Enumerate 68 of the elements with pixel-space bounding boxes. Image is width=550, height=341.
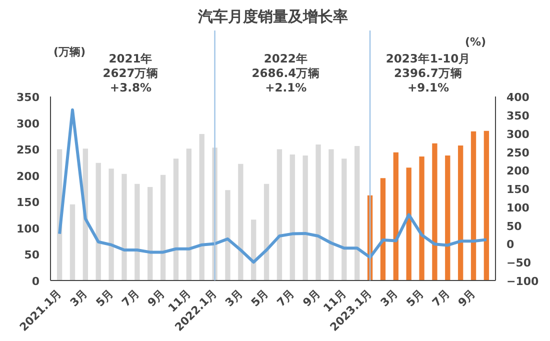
x-tick-label: 5月 [404,286,426,310]
bar [470,131,476,280]
x-tick-label: 9月 [300,286,323,310]
y2-tick-label: 0 [506,238,514,252]
bar [148,187,153,280]
x-tick-label: 9月 [145,286,168,310]
bar [134,184,140,280]
y2-tick-label: 100 [506,201,530,214]
bar [432,143,438,280]
y2-tick-label: 400 [506,91,530,104]
x-tick-label: 7月 [274,286,297,310]
bar [302,156,308,280]
bar [328,149,334,280]
y2-tick-label: 200 [506,164,530,178]
bar [316,144,321,280]
y-tick-label: 0 [32,275,40,288]
y-axis-title: (万辆) [54,46,86,59]
y-tick-label: 350 [16,91,40,104]
bar [160,174,166,280]
x-tick-label: 3月 [378,286,400,310]
y2-tick-label: 150 [506,183,530,196]
y-tick-label: 300 [16,117,40,130]
y2-tick-label: 250 [506,146,530,160]
bar [173,158,179,280]
x-tick-label: 3月 [68,286,90,310]
y-tick-label: 200 [16,170,40,183]
y-tick-label: 50 [24,248,40,262]
bar [199,134,204,280]
bar [290,154,295,280]
bar [70,204,76,280]
bar [276,149,282,280]
bar [342,158,347,280]
bar [264,184,270,280]
x-tick-label: 3月 [222,286,246,310]
text: 2022年 2686.4万辆 +2.1% [252,51,320,95]
bar [122,174,127,280]
y2-tick-label: 300 [506,128,530,141]
bar [354,146,360,280]
bar [96,162,101,280]
y-tick-label: 250 [16,144,40,157]
bar [186,148,192,280]
y2-axis-title: (%) [464,36,486,49]
y-tick-label: 150 [16,196,40,210]
bar [406,168,412,280]
bar [458,146,464,280]
y2-tick-label: 350 [506,110,530,123]
y-tick-label: 100 [16,222,40,236]
bar [380,178,386,280]
bar [419,156,424,280]
x-tick-label: 5月 [94,286,116,310]
x-tick-label: 9月 [456,286,478,310]
bar [393,152,398,280]
bar [445,156,450,280]
bar [225,190,230,280]
y2-tick-label: −100 [506,275,540,288]
x-tick-label: 7月 [119,286,142,310]
bar [238,164,244,280]
text: 2021年 2627万辆 +3.8% [102,51,159,95]
x-tick-label: 5月 [248,286,272,310]
line-series [58,108,488,264]
y2-tick-label: 50 [506,220,522,233]
chart-title: 汽车月度销量及增长率 [197,8,348,26]
text: 2023年1-10月 2396.7万辆 +9.1% [386,51,471,95]
bar [484,130,490,280]
bar [251,220,256,280]
y2-tick-label: −50 [506,256,532,270]
bar [108,168,114,280]
x-tick-label: 7月 [430,286,452,310]
